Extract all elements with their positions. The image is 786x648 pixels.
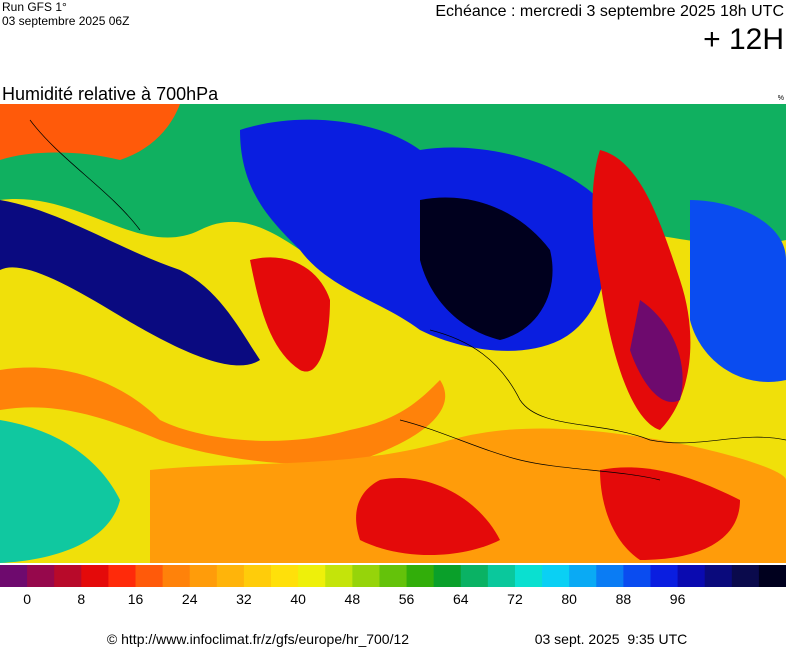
color-swatch [379, 565, 408, 587]
color-swatch [623, 565, 651, 587]
unit: % [778, 95, 784, 102]
colorbar-label: 96 [670, 591, 686, 607]
color-swatch [406, 565, 435, 587]
color-swatch [81, 565, 109, 587]
color-swatch [271, 565, 299, 587]
colorbar-label: 72 [507, 591, 523, 607]
color-swatch [487, 565, 516, 587]
color-swatch [514, 565, 543, 587]
colorbar-label: 24 [182, 591, 198, 607]
map [0, 104, 786, 563]
colorbar-label: 56 [399, 591, 415, 607]
color-swatch [596, 565, 624, 587]
color-swatch [677, 565, 706, 587]
color-swatch [135, 565, 164, 587]
color-swatch [352, 565, 380, 587]
color-swatch [108, 565, 137, 587]
color-swatch [298, 565, 326, 587]
colorbar-label: 0 [23, 591, 31, 607]
colorbar-label: 40 [290, 591, 306, 607]
color-swatch [460, 565, 489, 587]
color-swatch [54, 565, 82, 587]
color-swatch [758, 565, 786, 587]
run-label: Run GFS 1° [2, 0, 67, 14]
colorbar-label: 88 [616, 591, 632, 607]
run-date: 03 septembre 2025 06Z [2, 14, 129, 28]
color-swatch [433, 565, 462, 587]
source: © http://www.infoclimat.fr/z/gfs/europe/… [107, 631, 409, 647]
color-swatch [731, 565, 760, 587]
generated: 03 sept. 2025 9:35 UTC [535, 631, 688, 647]
color-swatch [27, 565, 55, 587]
color-swatch [243, 565, 272, 587]
color-swatch [189, 565, 218, 587]
colorbar-label: 48 [345, 591, 361, 607]
color-swatch [216, 565, 245, 587]
lead-time: + 12H [703, 23, 784, 56]
color-swatch [569, 565, 597, 587]
color-swatch [325, 565, 353, 587]
color-swatch [0, 565, 28, 587]
color-swatch [650, 565, 679, 587]
valid-time: Echéance : mercredi 3 septembre 2025 18h… [435, 3, 784, 20]
colorbar-label: 80 [561, 591, 577, 607]
colorbar-label: 64 [453, 591, 469, 607]
colorbar-label: 32 [236, 591, 252, 607]
colorbar-label: 16 [128, 591, 144, 607]
colorbar-label: 8 [77, 591, 85, 607]
color-swatch [542, 565, 570, 587]
map-title: Humidité relative à 700hPa [2, 84, 219, 104]
color-swatch [704, 565, 733, 587]
colorbar: 0 8 16 24 32 40 48 56 64 72 80 88 96 [0, 565, 786, 607]
color-swatch [162, 565, 191, 587]
